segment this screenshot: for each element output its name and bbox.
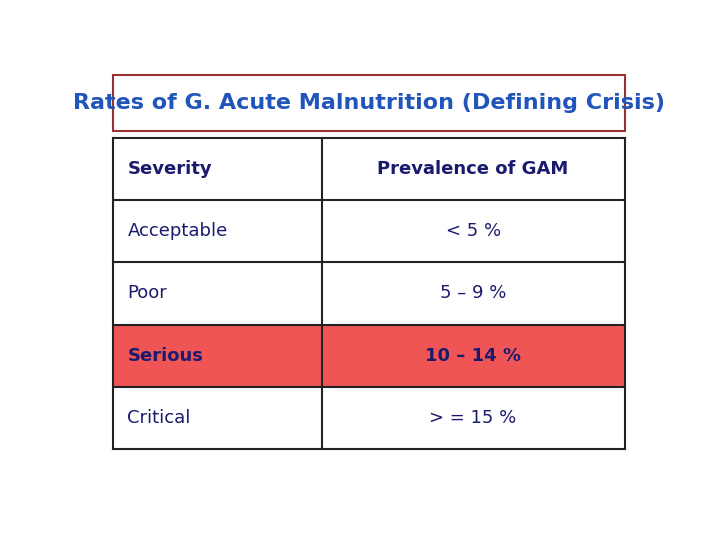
Text: 5 – 9 %: 5 – 9 % [440,285,506,302]
Text: < 5 %: < 5 % [446,222,500,240]
Text: Poor: Poor [127,285,167,302]
Bar [114,387,624,449]
FancyBboxPatch shape [114,75,624,131]
Text: Severity: Severity [127,160,212,178]
Bar [114,200,624,262]
Text: Acceptable: Acceptable [127,222,228,240]
Text: Rates of G. Acute Malnutrition (Defining Crisis): Rates of G. Acute Malnutrition (Defining… [73,93,665,113]
Text: 10 – 14 %: 10 – 14 % [425,347,521,365]
Text: Prevalence of GAM: Prevalence of GAM [377,160,569,178]
Text: > = 15 %: > = 15 % [429,409,517,427]
Bar [114,325,624,387]
Bar [114,262,624,325]
Bar [114,138,624,200]
Text: Critical: Critical [127,409,191,427]
Text: Serious: Serious [127,347,203,365]
